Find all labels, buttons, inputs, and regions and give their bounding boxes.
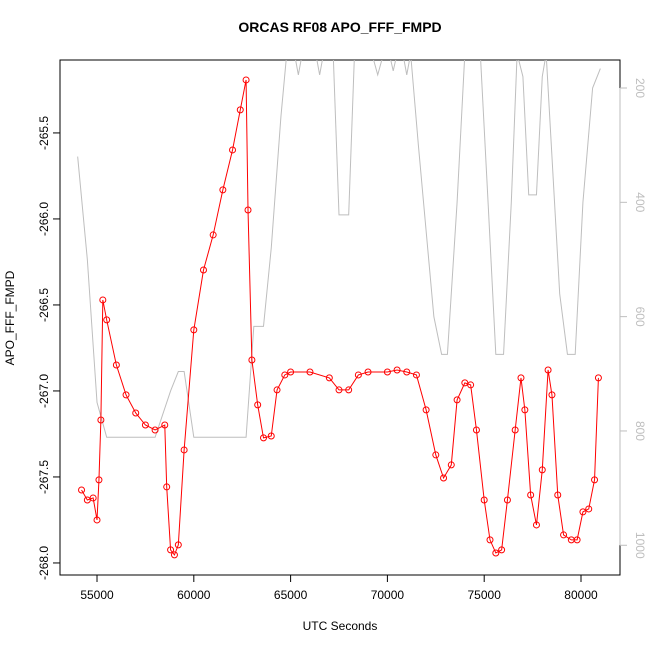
data-point [538, 466, 546, 474]
data-point [97, 416, 105, 424]
y-tick-label: -265.5 [37, 116, 51, 150]
x-tick-label: 55000 [80, 588, 114, 602]
data-point [579, 508, 587, 516]
data-point [422, 406, 430, 414]
data-point [447, 461, 455, 469]
data-point [236, 106, 244, 114]
data-point [393, 366, 401, 374]
data-point [209, 231, 217, 239]
data-point [112, 361, 120, 369]
data-point [594, 374, 602, 382]
data-point [335, 386, 343, 394]
x-tick-label: 60000 [177, 588, 211, 602]
data-point [242, 76, 250, 84]
chart-title: ORCAS RF08 APO_FFF_FMPD [238, 19, 441, 35]
plot-box [59, 59, 621, 576]
data-point [345, 386, 353, 394]
data-point [170, 551, 178, 559]
data-point [498, 546, 506, 554]
data-point [281, 371, 289, 379]
y-tick-label: -266.5 [37, 288, 51, 322]
y-tick-label: -267.5 [37, 460, 51, 494]
data-point [453, 396, 461, 404]
data-point [161, 421, 169, 429]
data-point [432, 451, 440, 459]
data-point [260, 434, 268, 442]
data-point [174, 541, 182, 549]
data-point [99, 296, 107, 304]
x-axis-title: UTC Seconds [303, 619, 378, 633]
data-point [532, 521, 540, 529]
data-point [412, 371, 420, 379]
data-point [467, 381, 475, 389]
y2-tick-label: 200 [633, 78, 647, 98]
data-point [219, 186, 227, 194]
data-point [544, 366, 552, 374]
data-point [591, 476, 599, 484]
y2-tick-label: 400 [633, 192, 647, 212]
y-tick-label: -267.0 [37, 374, 51, 408]
data-point [325, 374, 333, 382]
data-point [78, 486, 86, 494]
data-point [95, 476, 103, 484]
data-point [190, 326, 198, 334]
data-point [560, 531, 568, 539]
data-point [354, 371, 362, 379]
data-point [573, 536, 581, 544]
x-tick-label: 70000 [371, 588, 405, 602]
data-point [122, 391, 130, 399]
data-point [248, 356, 256, 364]
data-point [403, 368, 411, 376]
data-point [287, 368, 295, 376]
y-axis-title: APO_FFF_FMPD [3, 270, 17, 365]
data-point [273, 386, 281, 394]
data-point [503, 496, 511, 504]
data-point [93, 516, 101, 524]
y-tick-label: -266.0 [37, 202, 51, 236]
x-tick-label: 80000 [564, 588, 598, 602]
data-point [554, 491, 562, 499]
data-point [492, 549, 500, 557]
data-point [486, 536, 494, 544]
series-line [81, 79, 599, 556]
data-point [267, 432, 275, 440]
data-point [527, 491, 535, 499]
data-point [89, 494, 97, 502]
data-point [472, 426, 480, 434]
x-tick-label: 75000 [468, 588, 502, 602]
data-point [511, 426, 519, 434]
series-line [77, 60, 601, 438]
data-point [151, 426, 159, 434]
data-point [244, 206, 252, 214]
y2-tick-label: 600 [633, 307, 647, 327]
data-point [521, 406, 529, 414]
data-point [229, 146, 237, 154]
data-point [306, 368, 314, 376]
data-point [132, 409, 140, 417]
y2-tick-label: 1000 [633, 532, 647, 559]
data-point [199, 266, 207, 274]
data-point [163, 483, 171, 491]
data-point [480, 496, 488, 504]
y2-tick-label: 800 [633, 421, 647, 441]
data-point [364, 368, 372, 376]
data-point [585, 505, 593, 513]
x-tick-label: 65000 [274, 588, 308, 602]
data-point [440, 474, 448, 482]
data-point [517, 374, 525, 382]
data-point [180, 446, 188, 454]
data-point [254, 401, 262, 409]
data-point [141, 421, 149, 429]
data-point [548, 391, 556, 399]
data-point [167, 546, 175, 554]
plot-area [77, 60, 602, 559]
y-tick-label: -268.0 [37, 546, 51, 580]
data-point [103, 316, 111, 324]
data-point [383, 368, 391, 376]
